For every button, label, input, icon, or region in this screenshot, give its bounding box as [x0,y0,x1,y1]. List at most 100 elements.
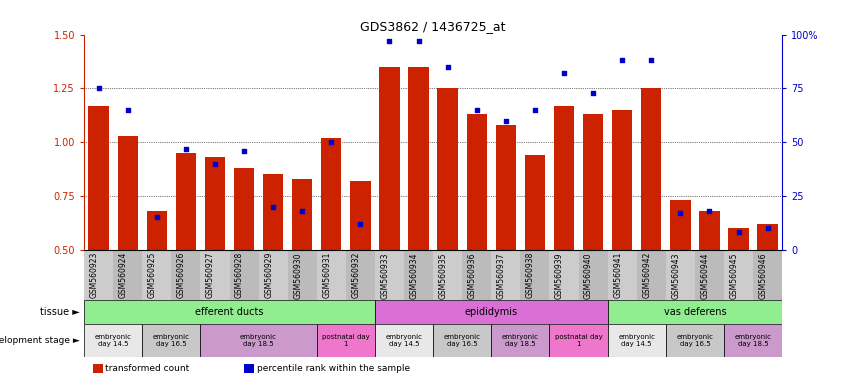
Bar [495,125,516,250]
Bar [695,250,724,300]
Point [92,85,105,91]
Bar [346,250,375,300]
Bar [230,250,259,300]
Bar [666,324,724,357]
Bar [666,250,695,300]
Text: GSM560935: GSM560935 [439,252,447,299]
Bar [433,250,463,300]
Text: embryonic
day 18.5: embryonic day 18.5 [241,334,277,347]
Bar [579,250,607,300]
Point [267,204,280,210]
Bar [433,324,491,357]
Text: GSM560945: GSM560945 [729,252,738,299]
Point [354,221,368,227]
Text: embryonic
day 14.5: embryonic day 14.5 [95,334,132,347]
Bar [549,250,579,300]
Text: GSM560923: GSM560923 [90,252,98,298]
Point [674,210,687,216]
Text: postnatal day
1: postnatal day 1 [555,334,602,347]
Bar [88,106,108,250]
Bar [142,250,172,300]
Text: GSM560934: GSM560934 [410,252,419,299]
Text: GSM560929: GSM560929 [264,252,273,298]
Bar [118,136,138,250]
Bar [200,324,317,357]
Text: GSM560937: GSM560937 [497,252,505,299]
Text: GSM560946: GSM560946 [759,252,768,299]
Bar [114,250,142,300]
Title: GDS3862 / 1436725_at: GDS3862 / 1436725_at [360,20,506,33]
Bar [350,181,371,250]
Text: GSM560928: GSM560928 [235,252,244,298]
Bar [288,250,317,300]
Text: embryonic
day 18.5: embryonic day 18.5 [734,334,771,347]
Text: epididymis: epididymis [465,307,518,317]
Bar [404,250,433,300]
Text: GSM560926: GSM560926 [177,252,186,298]
Bar [491,250,521,300]
Bar [379,67,399,250]
Point [470,107,484,113]
Text: embryonic
day 18.5: embryonic day 18.5 [502,334,539,347]
Point [412,38,426,44]
Bar [491,324,549,357]
Bar [525,155,545,250]
Bar [292,179,312,250]
Bar [641,88,661,250]
Bar [637,250,666,300]
Bar [607,250,637,300]
Text: GSM560939: GSM560939 [555,252,564,299]
Bar [259,250,288,300]
Bar [317,250,346,300]
Text: embryonic
day 16.5: embryonic day 16.5 [444,334,481,347]
Bar [200,250,230,300]
Bar [409,67,429,250]
Point [179,146,193,152]
Bar [607,300,782,324]
Bar [612,110,632,250]
Bar [728,228,748,250]
Point [499,118,512,124]
Text: GSM560943: GSM560943 [671,252,680,299]
Bar [172,250,200,300]
Text: GSM560927: GSM560927 [206,252,215,298]
Bar [375,300,607,324]
Bar [317,324,375,357]
Bar [146,211,167,250]
Point [209,161,222,167]
Text: percentile rank within the sample: percentile rank within the sample [257,364,410,373]
Bar [699,211,720,250]
Text: GSM560932: GSM560932 [352,252,361,298]
Text: embryonic
day 14.5: embryonic day 14.5 [618,334,655,347]
Point [441,64,454,70]
Text: GSM560925: GSM560925 [148,252,156,298]
Bar [607,324,666,357]
Text: vas deferens: vas deferens [664,307,726,317]
Text: GSM560930: GSM560930 [294,252,302,299]
Text: GSM560940: GSM560940 [584,252,593,299]
Point [325,139,338,145]
Text: GSM560938: GSM560938 [526,252,535,298]
Text: postnatal day
1: postnatal day 1 [322,334,370,347]
Bar [583,114,603,250]
Text: embryonic
day 16.5: embryonic day 16.5 [153,334,190,347]
Point [121,107,135,113]
Text: GSM560942: GSM560942 [643,252,651,298]
Bar [753,250,782,300]
Bar [467,114,487,250]
Bar [321,138,341,250]
Text: GSM560936: GSM560936 [468,252,477,299]
Text: embryonic
day 14.5: embryonic day 14.5 [385,334,422,347]
Bar [463,250,491,300]
Bar [724,324,782,357]
Point [528,107,542,113]
Point [644,57,658,63]
Text: development stage ►: development stage ► [0,336,80,345]
Bar [437,88,458,250]
Bar [670,200,690,250]
Bar [205,157,225,250]
Point [383,38,396,44]
Bar [84,324,142,357]
Text: tissue ►: tissue ► [40,307,80,317]
Bar [549,324,607,357]
